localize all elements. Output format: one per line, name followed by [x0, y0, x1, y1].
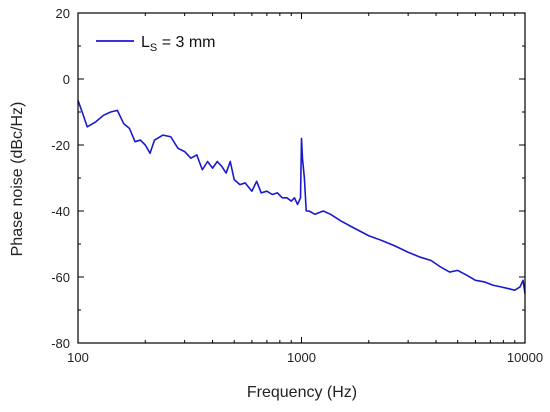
- series-line-ls-3mm: [77, 100, 526, 294]
- legend-label-main: L: [141, 34, 150, 51]
- x-tick-label: 10000: [507, 350, 543, 365]
- y-axis-title: Phase noise (dBc/Hz): [9, 102, 26, 257]
- legend-label-subscript: S: [150, 42, 157, 54]
- y-tick-label: 20: [56, 6, 70, 21]
- y-tick-label: -40: [51, 204, 70, 219]
- y-tick-label: -80: [51, 336, 70, 351]
- legend-label-rest: = 3 mm: [157, 34, 215, 51]
- x-axis-title: Frequency (Hz): [247, 384, 357, 401]
- y-tick-label: -60: [51, 270, 70, 285]
- x-tick-label: 100: [67, 350, 89, 365]
- x-tick-label: 1000: [287, 350, 316, 365]
- y-tick-label: -20: [51, 138, 70, 153]
- y-tick-label: 0: [63, 72, 70, 87]
- plot-frame: [77, 12, 526, 344]
- y-axis-ticks: -80 -60 -40 -20 0 20: [51, 6, 525, 351]
- legend: LS = 3 mm: [96, 34, 215, 54]
- legend-label: LS = 3 mm: [141, 34, 215, 54]
